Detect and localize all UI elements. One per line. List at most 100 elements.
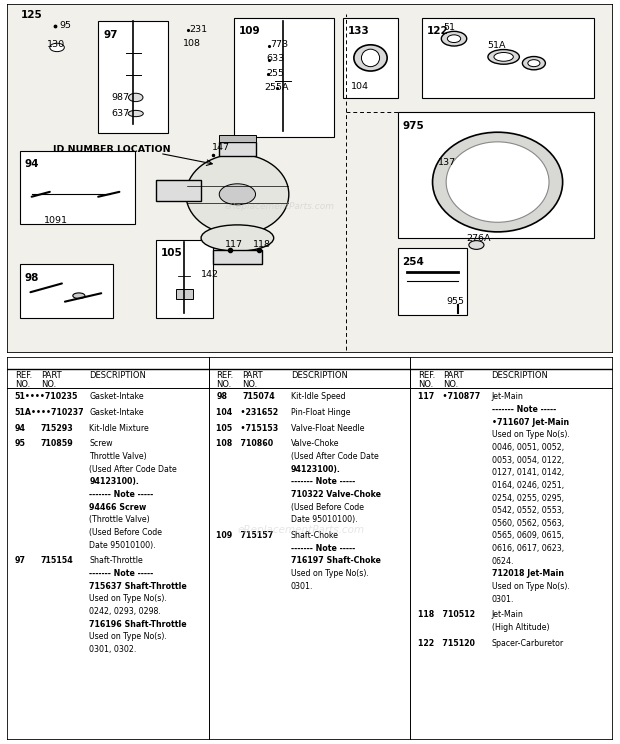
- Text: 51: 51: [443, 23, 455, 32]
- Text: Used on Type No(s).: Used on Type No(s).: [492, 582, 569, 591]
- Text: 109: 109: [239, 27, 261, 36]
- Text: 108   710860: 108 710860: [216, 440, 273, 449]
- Text: 51A: 51A: [487, 41, 506, 50]
- Text: Kit-Idle Mixture: Kit-Idle Mixture: [89, 424, 149, 433]
- Text: 715637 Shaft-Throttle: 715637 Shaft-Throttle: [89, 582, 187, 591]
- Text: PART
NO.: PART NO.: [443, 371, 464, 389]
- Text: Used on Type No(s).: Used on Type No(s).: [89, 632, 167, 641]
- Text: DESCRIPTION: DESCRIPTION: [89, 371, 146, 379]
- Text: 117   •710877: 117 •710877: [418, 392, 480, 401]
- Text: 716196 Shaft-Throttle: 716196 Shaft-Throttle: [89, 620, 187, 629]
- Text: 715154: 715154: [41, 557, 74, 565]
- Ellipse shape: [361, 49, 379, 67]
- Text: ------- Note -----: ------- Note -----: [492, 405, 556, 414]
- Text: ------- Note -----: ------- Note -----: [89, 569, 153, 578]
- Bar: [398, 248, 467, 315]
- Ellipse shape: [469, 240, 484, 249]
- Text: 95: 95: [15, 440, 25, 449]
- Text: Gasket-Intake: Gasket-Intake: [89, 408, 144, 417]
- Text: 104: 104: [351, 83, 369, 92]
- Text: Used on Type No(s).: Used on Type No(s).: [89, 594, 167, 603]
- Text: (Used Before Code: (Used Before Code: [291, 503, 364, 512]
- Text: 94466 Screw: 94466 Screw: [89, 503, 146, 512]
- Text: REF.
NO.: REF. NO.: [15, 371, 32, 389]
- Text: 0301.: 0301.: [291, 582, 313, 591]
- Ellipse shape: [494, 53, 513, 61]
- Text: 0560, 0562, 0563,: 0560, 0562, 0563,: [492, 519, 564, 527]
- Text: Shaft-Choke: Shaft-Choke: [291, 531, 339, 540]
- Text: Shaft-Throttle: Shaft-Throttle: [89, 557, 143, 565]
- Text: eReplacementParts.com: eReplacementParts.com: [237, 525, 365, 534]
- Text: Screw: Screw: [89, 440, 113, 449]
- Ellipse shape: [73, 293, 85, 298]
- Text: 255A: 255A: [264, 83, 288, 92]
- Text: 133: 133: [348, 27, 370, 36]
- Text: 710859: 710859: [41, 440, 74, 449]
- Text: 276A: 276A: [466, 234, 490, 243]
- Text: 109   715157: 109 715157: [216, 531, 273, 540]
- Text: ------- Note -----: ------- Note -----: [89, 490, 153, 499]
- Text: 712018 Jet-Main: 712018 Jet-Main: [492, 569, 564, 578]
- Ellipse shape: [433, 132, 562, 232]
- Text: Valve-Choke: Valve-Choke: [291, 440, 339, 449]
- Circle shape: [128, 93, 143, 102]
- Text: 0542, 0552, 0553,: 0542, 0552, 0553,: [492, 506, 564, 515]
- Text: 118   710512: 118 710512: [418, 610, 475, 620]
- Text: 94: 94: [15, 424, 25, 433]
- Text: 0242, 0293, 0298.: 0242, 0293, 0298.: [89, 607, 161, 616]
- Text: 1091: 1091: [44, 217, 68, 225]
- Text: eReplacementParts.com: eReplacementParts.com: [224, 202, 335, 211]
- Bar: [422, 18, 595, 98]
- Text: 710322 Valve-Choke: 710322 Valve-Choke: [291, 490, 381, 499]
- Bar: [175, 289, 193, 299]
- Text: •711607 Jet-Main: •711607 Jet-Main: [492, 417, 569, 426]
- Text: 97: 97: [15, 557, 25, 565]
- Text: 130: 130: [46, 40, 65, 49]
- Ellipse shape: [201, 225, 273, 251]
- Ellipse shape: [441, 31, 467, 46]
- Text: 955: 955: [446, 297, 464, 306]
- Text: REF.
NO.: REF. NO.: [418, 371, 435, 389]
- Text: ID NUMBER LOCATION: ID NUMBER LOCATION: [53, 145, 170, 155]
- Text: 125: 125: [20, 10, 43, 20]
- Text: 633: 633: [267, 54, 285, 63]
- Text: PART
NO.: PART NO.: [41, 371, 61, 389]
- Text: Used on Type No(s).: Used on Type No(s).: [291, 569, 368, 578]
- Text: Jet-Main: Jet-Main: [492, 392, 523, 401]
- Text: 108: 108: [183, 39, 201, 48]
- Text: 0046, 0051, 0052,: 0046, 0051, 0052,: [492, 443, 564, 452]
- Text: 98: 98: [216, 392, 227, 401]
- Text: Kit-Idle Speed: Kit-Idle Speed: [291, 392, 345, 401]
- Text: 716197 Shaft-Choke: 716197 Shaft-Choke: [291, 557, 381, 565]
- Text: 142: 142: [201, 270, 219, 279]
- Bar: [219, 135, 255, 142]
- Text: DESCRIPTION: DESCRIPTION: [291, 371, 348, 379]
- Text: 0254, 0255, 0295,: 0254, 0255, 0295,: [492, 493, 564, 502]
- Ellipse shape: [128, 110, 143, 117]
- Text: 94: 94: [24, 159, 39, 170]
- Bar: [156, 240, 213, 318]
- Ellipse shape: [448, 35, 461, 42]
- Text: 255: 255: [267, 68, 285, 78]
- Text: 0127, 0141, 0142,: 0127, 0141, 0142,: [492, 468, 564, 477]
- Ellipse shape: [219, 184, 255, 205]
- Text: 987: 987: [112, 93, 130, 102]
- Text: Gasket-Intake: Gasket-Intake: [89, 392, 144, 401]
- Text: (Used After Code Date: (Used After Code Date: [291, 452, 378, 461]
- Text: REF.
NO.: REF. NO.: [216, 371, 234, 389]
- Text: 715293: 715293: [41, 424, 74, 433]
- Text: Date 95010100).: Date 95010100).: [291, 516, 357, 525]
- Bar: [156, 180, 201, 202]
- Text: 51••••710235: 51••••710235: [15, 392, 78, 401]
- Text: ------- Note -----: ------- Note -----: [291, 478, 355, 487]
- Text: 0624.: 0624.: [492, 557, 514, 565]
- Ellipse shape: [488, 50, 520, 64]
- Bar: [98, 21, 168, 133]
- Text: Spacer-Carburetor: Spacer-Carburetor: [492, 639, 564, 648]
- Text: 0616, 0617, 0623,: 0616, 0617, 0623,: [492, 544, 564, 553]
- Text: 147: 147: [212, 144, 230, 153]
- Text: 975: 975: [402, 121, 424, 131]
- Text: (Throttle Valve): (Throttle Valve): [89, 516, 150, 525]
- Text: 98: 98: [24, 273, 39, 283]
- Text: Throttle Valve): Throttle Valve): [89, 452, 147, 461]
